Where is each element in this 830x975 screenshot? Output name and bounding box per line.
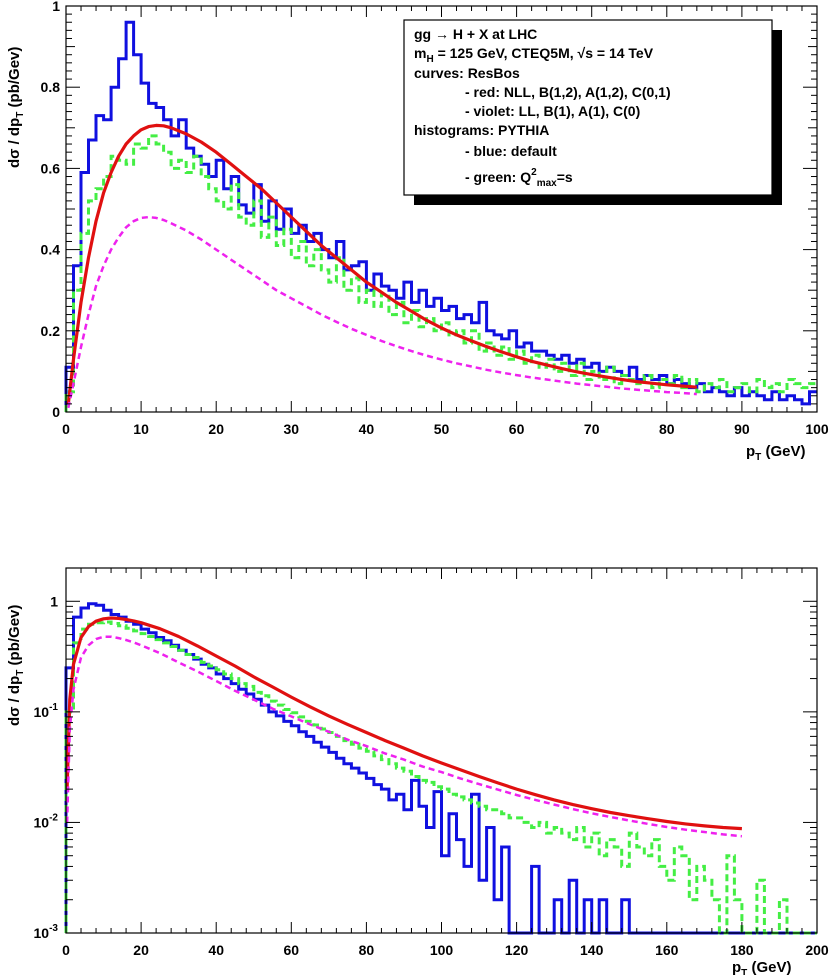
log-x-tick-label: 80 bbox=[359, 942, 375, 958]
log-x-tick-label: 180 bbox=[730, 942, 754, 958]
log-y-tick-label: 10-2 bbox=[34, 812, 59, 830]
log-x-tick-label: 200 bbox=[805, 942, 829, 958]
linear-x-tick-label: 30 bbox=[284, 421, 300, 437]
linear-x-tick-label: 10 bbox=[133, 421, 149, 437]
linear-y-tick-label: 0.2 bbox=[41, 323, 61, 339]
linear-y-tick-label: 0.6 bbox=[41, 160, 61, 176]
legend-line-blue: - blue: default bbox=[465, 143, 557, 159]
legend-line-curves: curves: ResBos bbox=[414, 65, 520, 81]
log-x-tick-label: 0 bbox=[62, 942, 70, 958]
log-curve-red bbox=[65, 616, 742, 831]
legend-line-process: gg → H + X at LHC bbox=[414, 26, 537, 42]
linear-curve-red bbox=[66, 123, 697, 405]
linear-x-tick-label: 0 bbox=[62, 421, 70, 437]
log-x-tick-label: 100 bbox=[430, 942, 454, 958]
log-y-tick-label: 1 bbox=[50, 593, 58, 609]
log-chart-panel: 0 20 40 60 80 100 120 140 160 180 200 1 10-1 10-2 10-3… bbox=[6, 567, 829, 975]
linear-x-tick-label: 50 bbox=[434, 421, 450, 437]
log-x-tick-label: 160 bbox=[655, 942, 679, 958]
linear-chart-panel: 0 10 20 30 40 50 60 70 80 90 100 0 0.2 0.4 0.6 0.8 1 pT … bbox=[6, 0, 829, 463]
legend-line-green: - green: Q2max=s bbox=[465, 167, 573, 189]
legend-line-parameters: mH = 125 GeV, CTEQ5M, √s = 14 TeV bbox=[414, 45, 654, 65]
log-chart-ticks: 0 20 40 60 80 100 120 140 160 180 200 1 10-1 10-2 10-3 bbox=[34, 567, 829, 958]
log-chart-y-axis-label: dσ / dpT (pb/Gev) bbox=[6, 605, 26, 726]
linear-x-tick-label: 70 bbox=[584, 421, 600, 437]
linear-x-tick-label: 40 bbox=[359, 421, 375, 437]
log-histogram-blue bbox=[64, 602, 817, 935]
log-x-tick-label: 60 bbox=[284, 942, 300, 958]
linear-x-tick-label: 100 bbox=[805, 421, 829, 437]
log-x-tick-label: 40 bbox=[208, 942, 224, 958]
legend-box bbox=[403, 19, 773, 196]
log-x-tick-label: 140 bbox=[580, 942, 604, 958]
log-histogram-green bbox=[64, 620, 817, 935]
linear-chart-y-axis-label: dσ / dpT (pb/Gev) bbox=[6, 47, 26, 168]
linear-x-tick-label: 60 bbox=[509, 421, 525, 437]
linear-curve-violet bbox=[67, 215, 697, 409]
log-y-tick-label: 10-3 bbox=[34, 923, 59, 941]
linear-chart-ticks: 0 10 20 30 40 50 60 70 80 90 100 0 0.2 0.4 0.6 0.8 1 bbox=[41, 0, 829, 437]
linear-chart-x-axis-label: pT (GeV) bbox=[746, 443, 805, 463]
log-curve-violet bbox=[65, 635, 743, 838]
legend-line-violet: - violet: LL, B(1), A(1), C(0) bbox=[465, 103, 640, 119]
linear-chart-data-layer bbox=[64, 20, 817, 412]
log-y-tick-label: 10-1 bbox=[34, 702, 59, 720]
log-x-tick-label: 20 bbox=[133, 942, 149, 958]
linear-y-tick-label: 0 bbox=[52, 404, 60, 420]
linear-x-tick-label: 90 bbox=[734, 421, 750, 437]
linear-y-tick-label: 0.4 bbox=[41, 242, 61, 258]
linear-y-tick-label: 0.8 bbox=[41, 79, 61, 95]
log-chart-data-layer bbox=[64, 602, 817, 935]
linear-x-tick-label: 20 bbox=[208, 421, 224, 437]
linear-histogram-green bbox=[64, 134, 817, 412]
legend-line-histograms: histograms: PYTHIA bbox=[414, 122, 549, 138]
log-chart-x-axis-label: pT (GeV) bbox=[732, 959, 791, 975]
legend: gg → H + X at LHC mH = 125 GeV, CTEQ5M, … bbox=[403, 19, 782, 205]
linear-x-tick-label: 80 bbox=[659, 421, 675, 437]
log-x-tick-label: 120 bbox=[505, 942, 529, 958]
linear-y-tick-label: 1 bbox=[52, 0, 60, 14]
legend-line-red: - red: NLL, B(1,2), A(1,2), C(0,1) bbox=[465, 84, 671, 100]
